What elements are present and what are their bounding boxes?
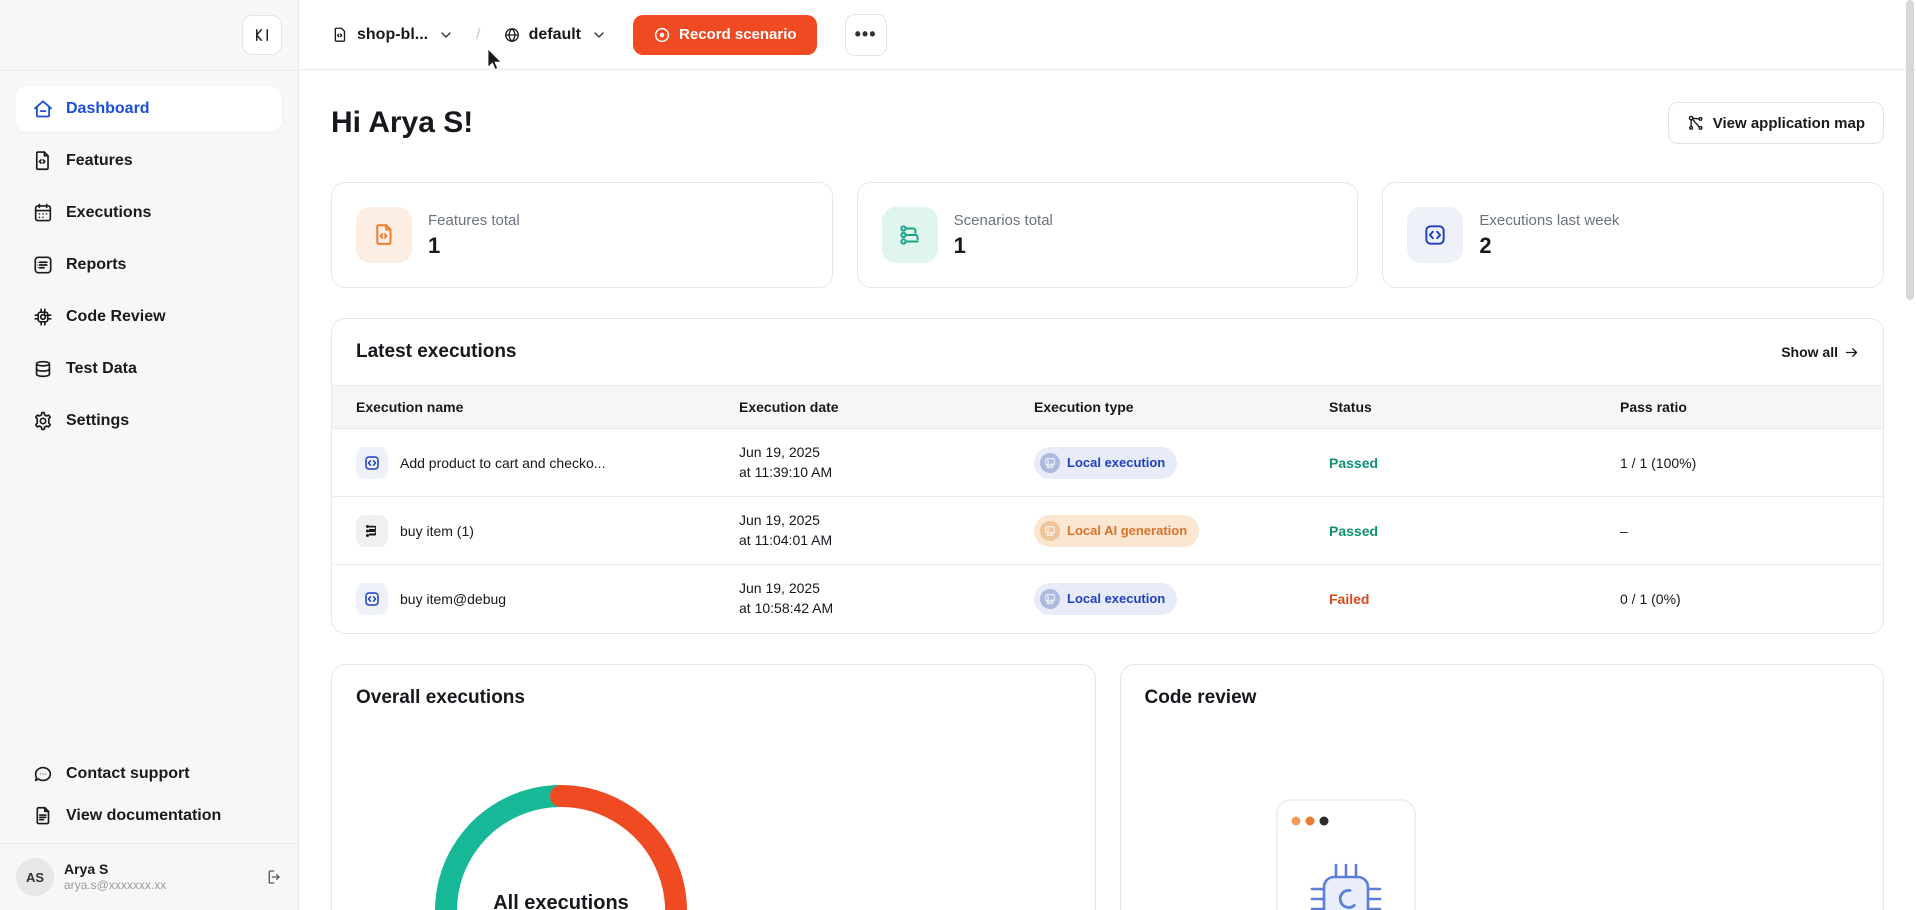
svg-text:All executions: All executions [493,892,629,910]
